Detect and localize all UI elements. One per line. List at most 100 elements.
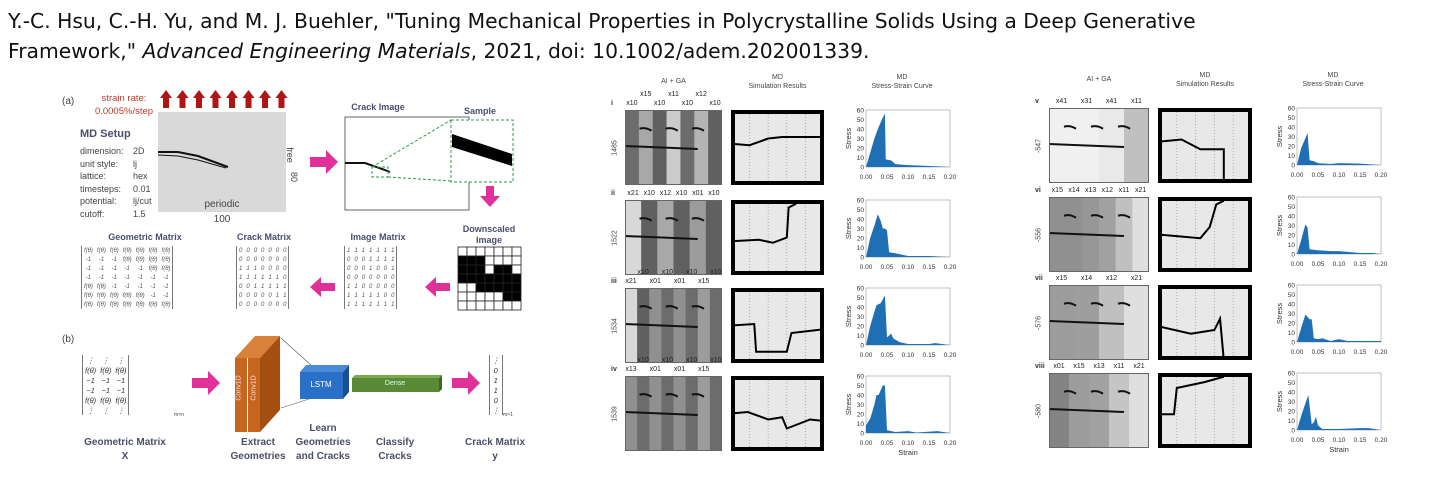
grain-band xyxy=(705,200,722,275)
y-tick-label: 50 xyxy=(1288,292,1296,299)
grain-band xyxy=(680,110,695,185)
x-tick-label: 0.00 xyxy=(860,174,873,181)
y-tick-label: 10 xyxy=(857,155,865,162)
stress-strain-chart: 0 10 20 30 40 50 60 0.00 0.05 0.10 0.15 0.20 Stress xyxy=(1275,282,1388,356)
stress-strain-chart: 0 10 20 30 40 50 60 0.00 0.05 0.10 0.15 0.20 Stress xyxy=(1275,105,1388,179)
matrix-cell: 0 xyxy=(268,292,272,299)
y-tick-label: 30 xyxy=(1288,134,1296,141)
caption-line: Classify xyxy=(375,437,415,448)
caption-line: y xyxy=(492,451,498,462)
y-tick-label: 0 xyxy=(1291,251,1295,258)
y-tick-label: 10 xyxy=(857,333,865,340)
matrix-cell: f(θ) xyxy=(122,247,132,254)
matrix-cell: -1 xyxy=(137,265,143,272)
stress-area xyxy=(1297,314,1381,342)
segment-label: x11 xyxy=(1131,98,1142,105)
matrix-cell: -1 xyxy=(163,292,169,299)
y-tick-label: 30 xyxy=(857,314,865,321)
y-tick-label: 40 xyxy=(1288,213,1296,220)
row-numeral: i xyxy=(611,100,613,107)
matrix-cell: 0 xyxy=(391,283,395,290)
matrix-cell: 0 xyxy=(239,301,243,308)
x-tick-label: 0.15 xyxy=(1354,437,1367,444)
matrix-cell: 0 xyxy=(493,365,498,375)
matrix-cell: 0 xyxy=(369,283,373,290)
matrix-cell: 0 xyxy=(283,274,287,281)
matrix-cell: ⋮ xyxy=(492,355,500,365)
box-width: 100 xyxy=(213,214,231,225)
segment-label: x15 xyxy=(1051,187,1063,194)
grid-cell xyxy=(493,300,504,311)
y-tick-label: 20 xyxy=(1288,320,1296,327)
y-vector-dim: m×1 xyxy=(503,412,513,418)
md-simulation-image xyxy=(731,288,824,363)
grain-band xyxy=(1132,197,1149,272)
up-arrow-icon xyxy=(193,90,205,108)
md-setup-value: lj xyxy=(133,158,137,169)
matrix-cell: 0 xyxy=(261,247,265,254)
matrix-cell: 0 xyxy=(275,247,280,254)
segment-label: x21 xyxy=(1130,275,1143,282)
y-tick-label: 50 xyxy=(857,207,865,214)
y-tick-label: 50 xyxy=(857,295,865,302)
matrix-cell: 0 xyxy=(283,247,287,254)
up-arrow-icon xyxy=(259,90,271,108)
matrix-cell: 0 xyxy=(261,301,265,308)
matrix-cell: f(θ) xyxy=(84,247,93,254)
segment-label: x41 xyxy=(1055,98,1068,105)
stress-strain-chart: 0 10 20 30 40 50 60 0.00 0.05 0.10 0.15 0.20 Stress S… xyxy=(1275,370,1388,454)
matrix-cell: f(θ) xyxy=(148,247,158,254)
matrix-cell: 0 xyxy=(354,274,358,281)
matrix-cell: -1 xyxy=(137,283,143,290)
caption-line: Learn xyxy=(309,423,337,434)
grid-cell xyxy=(502,300,513,311)
stress-area xyxy=(1297,394,1381,430)
matrix-cell: −1 xyxy=(101,375,111,385)
x-tick-label: 0.00 xyxy=(860,440,873,447)
grid-cell xyxy=(493,273,504,284)
caption-line: Geometric Matrix xyxy=(84,437,166,448)
y-tick-label: 20 xyxy=(857,411,865,418)
matrix-cell: −1 xyxy=(116,375,126,385)
x-tick-label: 0.10 xyxy=(1333,349,1346,356)
grain-band xyxy=(1115,197,1133,272)
stress-strain-chart: 0 10 20 30 40 50 60 0.00 0.05 0.10 0.15 0.20 Stress xyxy=(1275,194,1388,268)
matrix-cell: ⋮ xyxy=(101,355,110,365)
x-tick-label: 0.00 xyxy=(860,352,873,359)
matrix-cell: -1 xyxy=(163,274,169,281)
y-tick-label: 0 xyxy=(860,254,864,261)
y-axis-label: Stress xyxy=(844,306,853,328)
segment-label: x14 xyxy=(1080,275,1093,282)
matrix-cell: 1 xyxy=(383,301,388,308)
matrix-cell: f(θ) xyxy=(148,301,158,308)
geometric-matrix-title: Geometric Matrix xyxy=(108,232,182,242)
matrix-cell: f(θ) xyxy=(84,292,93,299)
grid-cell xyxy=(466,264,477,275)
caption-line: Extract xyxy=(241,437,275,448)
right-arrow-icon xyxy=(452,371,480,395)
matrix-cell: 1 xyxy=(369,256,373,263)
x-tick-label: 0.15 xyxy=(923,352,936,359)
segment-label: x31 xyxy=(1080,98,1093,105)
downscaled-title: Downscaled xyxy=(462,224,516,234)
x-tick-label: 0.10 xyxy=(902,264,915,271)
matrix-cell: 0 xyxy=(383,265,388,272)
grid-cell xyxy=(493,282,504,293)
x-tick-label: 0.20 xyxy=(944,264,957,271)
citation-line-1: Y.-C. Hsu, C.-H. Yu, and M. J. Buehler, … xyxy=(8,9,1196,33)
matrix-cell: 0 xyxy=(246,247,250,254)
matrix-cell: 0 xyxy=(361,256,366,263)
x-axis-label: Strain xyxy=(898,448,918,457)
matrix-cell: -1 xyxy=(163,283,169,290)
segment-label: x15 xyxy=(698,366,710,373)
x-tick-label: 0.05 xyxy=(881,174,894,181)
y-tick-label: 40 xyxy=(1288,389,1296,396)
segment-label: x14 xyxy=(1068,187,1080,194)
grain-band xyxy=(694,110,709,185)
segment-label: x10 xyxy=(708,190,720,197)
crack-path xyxy=(731,202,797,244)
crack-path xyxy=(731,322,824,353)
grid-cell xyxy=(511,246,522,257)
